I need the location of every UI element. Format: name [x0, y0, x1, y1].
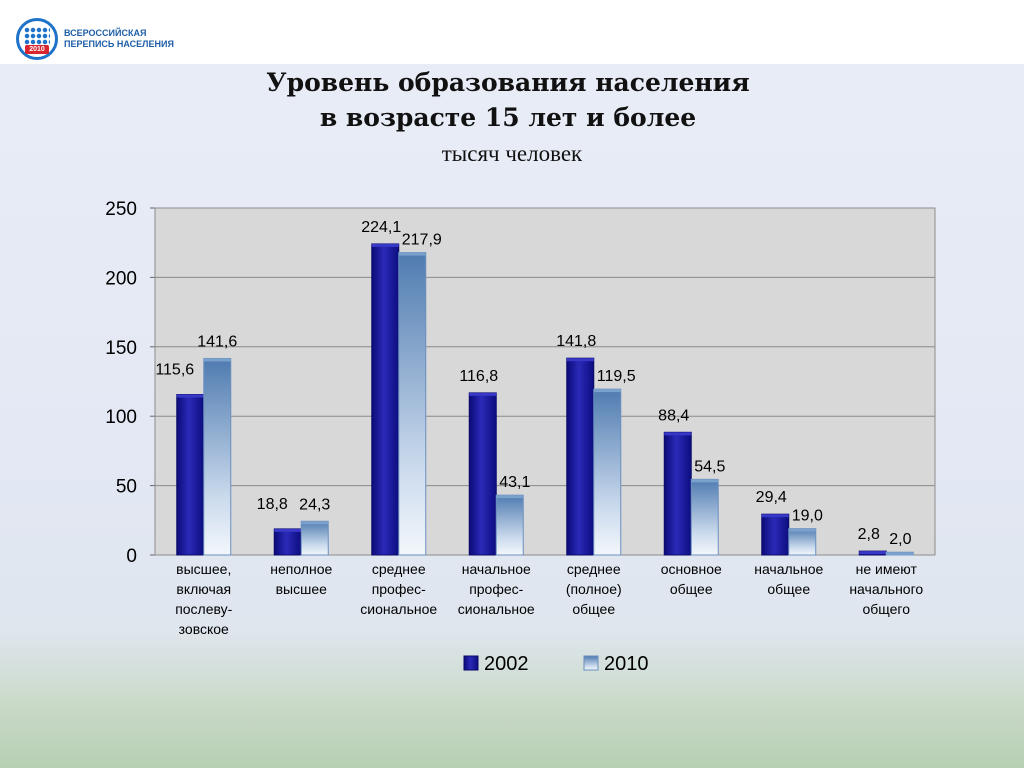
data-label-2010-7: 2,0: [889, 531, 911, 548]
data-label-2010-6: 19,0: [792, 508, 823, 525]
bar-cap-2002-7: [859, 551, 887, 555]
category-label-0: послеву-: [175, 601, 232, 617]
bar-2002-3: [468, 392, 497, 556]
bar-cap-2010-1: [301, 521, 329, 525]
category-label-6: начальное: [754, 561, 823, 577]
category-label-1: неполное: [270, 561, 332, 577]
bar-cap-2010-4: [593, 389, 621, 393]
bar-2010-0: [203, 357, 232, 556]
data-label-2002-3: 116,8: [459, 368, 498, 385]
logo-year: 2010: [25, 45, 49, 54]
bar-2002-0: [176, 394, 205, 556]
category-label-7: не имеют: [856, 561, 918, 577]
legend-label-2002: 2002: [484, 653, 529, 675]
bar-2010-6: [788, 528, 817, 556]
category-label-0: зовское: [179, 621, 229, 637]
chart-subtitle: тысяч человек: [441, 141, 583, 166]
chart-title-line-2: в возрасте 15 лет и более: [319, 103, 697, 132]
category-label-5: основное: [661, 561, 722, 577]
bar-cap-2010-2: [398, 252, 426, 256]
bar-2002-2: [371, 243, 400, 556]
data-label-2002-4: 141,8: [556, 333, 596, 350]
bar-2010-5: [690, 478, 719, 556]
header-bar: [0, 0, 1024, 64]
data-label-2010-2: 217,9: [402, 232, 442, 249]
bar-2010-1: [300, 520, 329, 556]
bar-cap-2002-2: [371, 243, 399, 247]
logo-text: ВСЕРОССИЙСКАЯ ПЕРЕПИСЬ НАСЕЛЕНИЯ: [64, 28, 174, 50]
category-label-4: (полное): [566, 581, 622, 597]
category-label-7: начального: [849, 581, 923, 597]
bar-cap-2002-0: [176, 394, 204, 398]
logo-line-2: ПЕРЕПИСЬ НАСЕЛЕНИЯ: [64, 39, 174, 49]
category-label-0: включая: [176, 581, 231, 597]
y-tick-label: 0: [126, 546, 137, 567]
category-label-0: высшее,: [176, 561, 231, 577]
bar-cap-2010-0: [203, 358, 231, 362]
bar-2002-5: [663, 431, 692, 556]
bar-cap-2010-6: [788, 528, 816, 532]
bar-2002-4: [566, 357, 595, 556]
legend-swatch-2010: [583, 655, 599, 671]
y-tick-label: 250: [105, 199, 137, 220]
bar-cap-2002-4: [566, 358, 594, 362]
data-label-2010-1: 24,3: [299, 496, 330, 513]
plot-area: [154, 207, 936, 556]
data-label-2010-4: 119,5: [597, 368, 636, 385]
logo-line-1: ВСЕРОССИЙСКАЯ: [64, 28, 147, 38]
category-label-4: общее: [572, 601, 615, 617]
data-label-2010-0: 141,6: [197, 333, 237, 350]
chart-title-line-1: Уровень образования населения: [266, 68, 750, 97]
data-label-2010-5: 54,5: [694, 458, 725, 475]
category-label-4: среднее: [567, 561, 621, 577]
category-label-5: общее: [670, 581, 713, 597]
bar-2010-3: [495, 494, 524, 556]
bar-cap-2002-5: [664, 432, 692, 436]
data-label-2010-3: 43,1: [499, 474, 530, 491]
data-label-2002-6: 29,4: [756, 489, 787, 506]
bar-cap-2010-7: [886, 552, 914, 556]
y-tick-label: 100: [105, 407, 137, 428]
category-label-3: начальное: [462, 561, 531, 577]
category-label-7: общего: [862, 601, 910, 617]
census-logo: 2010 ВСЕРОССИЙСКАЯ ПЕРЕПИСЬ НАСЕЛЕНИЯ: [16, 18, 174, 60]
census-logo-icon: 2010: [16, 18, 58, 60]
bar-2002-1: [273, 528, 302, 556]
data-label-2002-7: 2,8: [858, 526, 880, 543]
category-label-3: сиональное: [458, 601, 535, 617]
legend-label-2010: 2010: [604, 653, 649, 675]
bar-2002-6: [761, 513, 790, 556]
category-label-1: высшее: [276, 581, 328, 597]
data-label-2002-5: 88,4: [658, 407, 689, 424]
category-label-2: среднее: [372, 561, 426, 577]
category-label-2: сиональное: [360, 601, 437, 617]
bar-2010-4: [593, 388, 622, 556]
y-tick-label: 150: [105, 338, 137, 359]
category-label-6: общее: [767, 581, 810, 597]
bar-cap-2002-1: [274, 528, 302, 532]
y-tick-label: 200: [105, 268, 137, 289]
category-label-3: профес-: [469, 581, 523, 597]
bar-2010-2: [398, 252, 427, 556]
data-label-2002-2: 224,1: [361, 219, 401, 236]
legend-swatch-2002: [463, 655, 479, 671]
data-label-2002-0: 115,6: [155, 362, 194, 379]
bar-cap-2002-3: [469, 392, 497, 396]
category-label-2: профес-: [372, 581, 426, 597]
bar-cap-2010-3: [496, 495, 524, 499]
data-label-2002-1: 18,8: [257, 496, 288, 513]
bar-cap-2002-6: [761, 514, 789, 518]
bar-cap-2010-5: [691, 479, 719, 483]
y-tick-label: 50: [116, 477, 137, 498]
